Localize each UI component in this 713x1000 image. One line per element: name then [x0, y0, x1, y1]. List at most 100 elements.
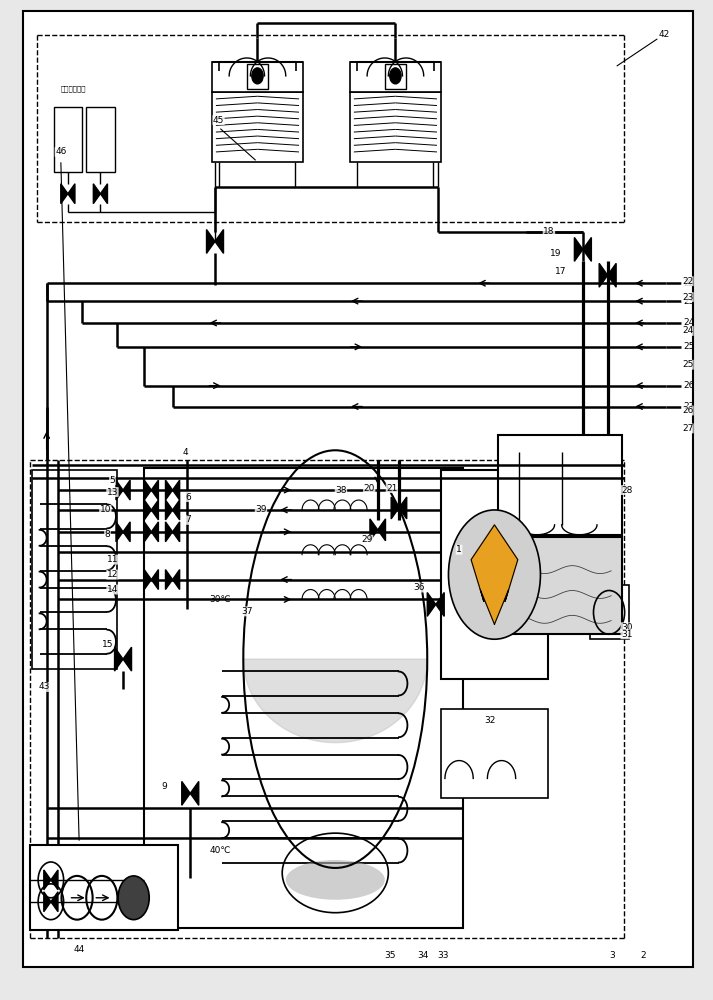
- Text: 20: 20: [364, 484, 375, 493]
- Text: 1: 1: [456, 545, 462, 554]
- Polygon shape: [173, 500, 180, 520]
- Text: 17: 17: [555, 267, 566, 276]
- Polygon shape: [151, 522, 158, 542]
- Bar: [498, 435, 622, 535]
- Polygon shape: [607, 263, 616, 287]
- Text: 27: 27: [682, 424, 693, 433]
- Text: 23: 23: [682, 293, 693, 302]
- Bar: [540, 563, 569, 588]
- Circle shape: [448, 510, 540, 639]
- Circle shape: [390, 68, 401, 84]
- Text: 25: 25: [683, 342, 694, 351]
- Bar: [86, 107, 115, 172]
- Text: 21: 21: [386, 484, 398, 493]
- Polygon shape: [391, 497, 399, 519]
- Polygon shape: [116, 480, 123, 500]
- Circle shape: [252, 68, 263, 84]
- Text: 34: 34: [417, 951, 429, 960]
- Polygon shape: [43, 892, 51, 912]
- Bar: [53, 107, 82, 172]
- Polygon shape: [370, 519, 378, 541]
- Polygon shape: [471, 525, 518, 624]
- Text: 22: 22: [682, 277, 693, 286]
- Polygon shape: [61, 184, 68, 204]
- Text: 45: 45: [213, 116, 224, 125]
- Text: 44: 44: [73, 945, 85, 954]
- Polygon shape: [436, 592, 444, 616]
- Polygon shape: [43, 870, 51, 890]
- Polygon shape: [599, 263, 607, 287]
- Text: 11: 11: [107, 555, 118, 564]
- Text: 29: 29: [361, 535, 373, 544]
- Text: 19: 19: [550, 249, 562, 258]
- Polygon shape: [173, 480, 180, 500]
- Bar: [385, 64, 406, 89]
- Polygon shape: [182, 781, 190, 805]
- Text: 43: 43: [38, 682, 49, 691]
- Text: 10: 10: [100, 505, 111, 514]
- Text: 30: 30: [621, 623, 632, 632]
- Text: 31: 31: [621, 630, 632, 639]
- Polygon shape: [51, 870, 58, 890]
- Text: 5: 5: [110, 476, 116, 485]
- Text: 40℃: 40℃: [210, 846, 231, 855]
- Polygon shape: [207, 230, 215, 253]
- Polygon shape: [144, 500, 151, 520]
- Polygon shape: [116, 522, 123, 542]
- Circle shape: [118, 876, 149, 920]
- Polygon shape: [151, 500, 158, 520]
- Bar: [212, 92, 302, 162]
- Bar: [441, 470, 548, 679]
- Text: 33: 33: [437, 951, 448, 960]
- Polygon shape: [165, 500, 173, 520]
- Polygon shape: [115, 647, 123, 671]
- Polygon shape: [165, 480, 173, 500]
- Polygon shape: [190, 781, 199, 805]
- Bar: [498, 537, 622, 634]
- Text: 27: 27: [683, 402, 694, 411]
- Text: 42: 42: [659, 30, 670, 39]
- Bar: [33, 470, 118, 669]
- Bar: [350, 62, 441, 92]
- Polygon shape: [173, 522, 180, 542]
- Text: 3: 3: [610, 951, 615, 960]
- Text: 9: 9: [161, 782, 167, 791]
- Text: 30℃: 30℃: [210, 595, 231, 604]
- Text: 6: 6: [185, 493, 191, 502]
- Text: 24: 24: [682, 326, 693, 335]
- Polygon shape: [51, 892, 58, 912]
- Text: 12: 12: [107, 570, 118, 579]
- Polygon shape: [583, 237, 591, 261]
- Polygon shape: [215, 230, 223, 253]
- Text: 36: 36: [413, 583, 424, 592]
- Text: 37: 37: [241, 607, 252, 616]
- Bar: [247, 64, 268, 89]
- Polygon shape: [173, 570, 180, 589]
- Bar: [441, 709, 548, 798]
- Text: 8: 8: [105, 530, 111, 539]
- Text: 26: 26: [683, 381, 694, 390]
- Bar: [212, 62, 302, 92]
- Bar: [30, 845, 178, 930]
- Polygon shape: [243, 659, 427, 743]
- Text: 23: 23: [683, 297, 694, 306]
- Ellipse shape: [286, 860, 385, 900]
- Polygon shape: [123, 522, 130, 542]
- Text: 35: 35: [385, 951, 396, 960]
- Bar: [144, 468, 463, 928]
- Text: 自动加药装置: 自动加药装置: [61, 86, 86, 92]
- Text: 22: 22: [683, 279, 694, 288]
- Text: 46: 46: [55, 147, 66, 156]
- Polygon shape: [101, 184, 108, 204]
- Text: 13: 13: [107, 488, 118, 497]
- Polygon shape: [427, 592, 436, 616]
- Polygon shape: [144, 570, 151, 589]
- Text: 18: 18: [543, 227, 555, 236]
- Text: 4: 4: [183, 448, 188, 457]
- Text: 25: 25: [682, 360, 693, 369]
- Text: 2: 2: [640, 951, 646, 960]
- Polygon shape: [144, 480, 151, 500]
- Polygon shape: [378, 519, 386, 541]
- Text: 32: 32: [484, 716, 496, 725]
- Polygon shape: [399, 497, 406, 519]
